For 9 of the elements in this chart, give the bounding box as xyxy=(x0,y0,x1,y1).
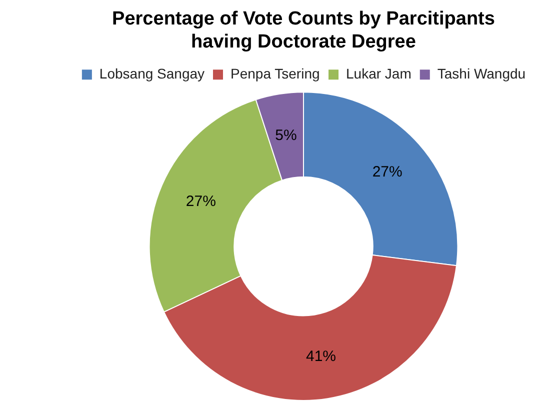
legend-label: Lobsang Sangay xyxy=(99,65,205,82)
data-label: 27% xyxy=(186,193,216,210)
legend-label: Penpa Tsering xyxy=(230,65,320,82)
data-label: 5% xyxy=(275,127,297,144)
chart-title: Percentage of Vote Counts by Parcitipants having Doctorate Degree xyxy=(112,8,495,52)
legend-label: Lukar Jam xyxy=(346,65,412,82)
legend-label: Tashi Wangdu xyxy=(437,65,526,82)
data-label: 27% xyxy=(372,164,402,181)
data-label: 41% xyxy=(306,348,336,365)
